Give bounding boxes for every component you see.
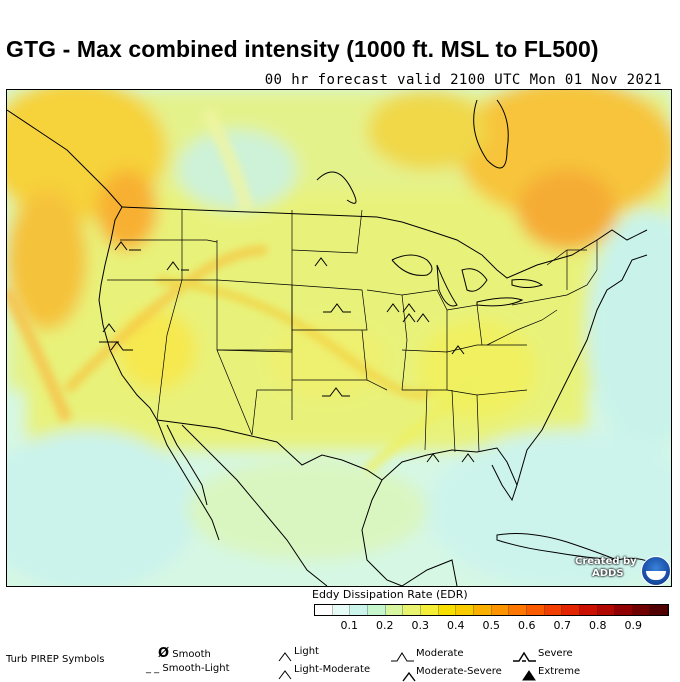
colorbar-swatch bbox=[650, 605, 669, 615]
adds-label: ADDS bbox=[592, 568, 624, 579]
colorbar-swatch bbox=[456, 605, 474, 615]
colorbar-swatch bbox=[632, 605, 651, 615]
smooth-light-icon: _ _ bbox=[146, 663, 160, 674]
colorbar-tick-label: 0.4 bbox=[447, 619, 465, 632]
moderate-turb-icon bbox=[391, 652, 414, 662]
pirep-light-5 bbox=[426, 453, 440, 463]
colorbar-tick-label: 0.9 bbox=[624, 619, 643, 632]
legend-moderate-label: Moderate bbox=[416, 648, 464, 659]
pirep-light-moderate-2 bbox=[110, 341, 133, 351]
legend-light: Light bbox=[278, 646, 319, 662]
colorbar-tick-label: 0.3 bbox=[411, 619, 430, 632]
colorbar-swatch bbox=[597, 605, 616, 615]
created-by-label: Created by bbox=[575, 556, 637, 567]
noaa-logo-icon bbox=[641, 556, 671, 586]
pirep-symbols bbox=[99, 241, 475, 463]
legend-smooth: Ø Smooth bbox=[158, 646, 211, 661]
colorbar-swatch bbox=[473, 605, 492, 615]
colorbar-swatch bbox=[491, 605, 510, 615]
colorbar-swatch bbox=[579, 605, 598, 615]
legend-smooth-light-label: Smooth-Light bbox=[162, 663, 230, 674]
pirep-moderate-1 bbox=[166, 261, 189, 271]
forecast-valid-time: 00 hr forecast valid 2100 UTC Mon 01 Nov… bbox=[264, 72, 662, 88]
smooth-icon: Ø bbox=[158, 646, 170, 661]
pirep-light-4 bbox=[451, 345, 465, 355]
map-graphic bbox=[7, 90, 671, 586]
legend-severe-label: Severe bbox=[538, 648, 573, 659]
colorbar-tick-label: 0.6 bbox=[518, 619, 536, 632]
colorbar-label: Eddy Dissipation Rate (EDR) bbox=[312, 588, 468, 601]
pirep-light-moderate-1 bbox=[114, 241, 128, 251]
edr-streaks bbox=[7, 106, 481, 474]
pirep-light-3 bbox=[402, 313, 430, 323]
legend-smooth-light: _ _ Smooth-Light bbox=[146, 663, 230, 674]
colorbar-swatch bbox=[615, 605, 633, 615]
colorbar-swatch bbox=[562, 605, 580, 615]
pirep-light-1 bbox=[314, 257, 328, 267]
colorbar-tick-label: 0.8 bbox=[589, 619, 607, 632]
legend-moderate: Moderate bbox=[390, 648, 464, 662]
extreme-turb-icon bbox=[522, 670, 536, 681]
colorbar-tick-label: 0.1 bbox=[340, 619, 359, 632]
legend-extreme-label: Extreme bbox=[538, 666, 581, 677]
colorbar-swatch bbox=[544, 605, 563, 615]
colorbar-tick-label: 0.7 bbox=[553, 619, 572, 632]
colorbar-swatch bbox=[332, 605, 351, 615]
legend-extreme: Extreme bbox=[522, 666, 581, 681]
colorbar-swatch bbox=[367, 605, 386, 615]
legend-severe: Severe bbox=[512, 648, 573, 662]
pirep-moderate-3 bbox=[99, 323, 119, 343]
pirep-moderate-4 bbox=[322, 387, 350, 397]
legend-light-label: Light bbox=[294, 646, 319, 657]
colorbar-tick-label: 0.5 bbox=[482, 619, 501, 632]
light-turb-icon bbox=[278, 652, 292, 662]
colorbar-tick-label: 0.2 bbox=[376, 619, 394, 632]
edr-field bbox=[7, 90, 671, 586]
colorbar-swatch bbox=[315, 605, 333, 615]
colorbar bbox=[314, 604, 669, 616]
legend-title: Turb PIREP Symbols bbox=[6, 654, 105, 665]
pirep-light-6 bbox=[461, 453, 475, 463]
severe-turb-icon bbox=[513, 651, 536, 662]
colorbar-swatch bbox=[403, 605, 421, 615]
colorbar-swatch bbox=[385, 605, 404, 615]
pirep-light-2 bbox=[386, 303, 416, 313]
colorbar-swatch bbox=[420, 605, 439, 615]
colorbar-swatch bbox=[438, 605, 457, 615]
map-boundaries bbox=[7, 99, 658, 586]
colorbar-swatch bbox=[526, 605, 545, 615]
legend-moderate-severe: Moderate-Severe bbox=[402, 666, 502, 682]
light-moderate-turb-icon bbox=[278, 670, 292, 680]
state-lines bbox=[107, 209, 598, 453]
legend-light-moderate: Light-Moderate bbox=[278, 664, 371, 680]
legend-light-moderate-label: Light-Moderate bbox=[294, 664, 371, 675]
colorbar-swatch bbox=[350, 605, 368, 615]
pirep-moderate-2 bbox=[323, 303, 351, 313]
legend-moderate-severe-label: Moderate-Severe bbox=[416, 666, 502, 677]
turbulence-map[interactable] bbox=[6, 89, 672, 587]
legend-smooth-label: Smooth bbox=[172, 649, 211, 660]
chart-title: GTG - Max combined intensity (1000 ft. M… bbox=[6, 36, 599, 62]
moderate-severe-turb-icon bbox=[402, 671, 416, 682]
colorbar-swatch bbox=[509, 605, 527, 615]
